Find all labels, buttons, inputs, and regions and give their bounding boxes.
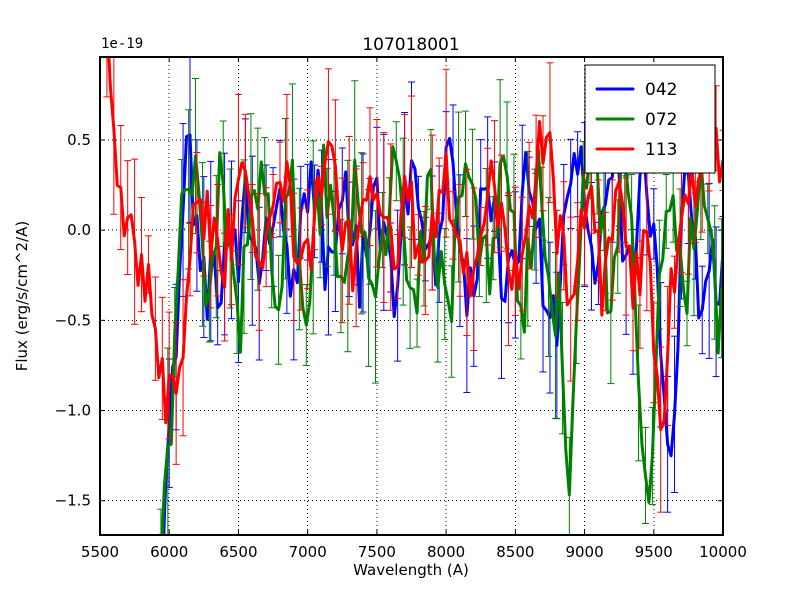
x-tick-label: 9000 xyxy=(565,543,603,561)
legend[interactable]: 042 072 113 xyxy=(584,64,716,174)
page-title: 107018001 xyxy=(362,35,459,55)
y-tick-label: −0.5 xyxy=(55,311,91,329)
legend-label-113[interactable]: 113 xyxy=(645,140,677,160)
x-tick-label: 10000 xyxy=(699,543,747,561)
x-axis-label: Wavelength (A) xyxy=(353,561,469,579)
x-tick-label: 5500 xyxy=(81,543,119,561)
legend-label-072[interactable]: 072 xyxy=(645,110,677,130)
x-tick-label: 7500 xyxy=(358,543,396,561)
legend-label-042[interactable]: 042 xyxy=(645,80,677,100)
x-tick-label: 8500 xyxy=(496,543,534,561)
y-tick-label: 0.5 xyxy=(67,131,91,149)
y-axis-label: Flux (erg/s/cm^2/A) xyxy=(13,221,31,372)
x-tick-label: 7000 xyxy=(289,543,327,561)
data-series-layer xyxy=(103,57,723,535)
tick-labels: 5500 6000 6500 7000 7500 8000 8500 9000 9500 1000… xyxy=(55,131,747,561)
y-tick-label: −1.5 xyxy=(55,492,91,510)
x-tick-label: 9500 xyxy=(635,543,673,561)
trace-072 xyxy=(160,143,723,535)
x-tick-label: 8000 xyxy=(427,543,465,561)
x-tick-label: 6000 xyxy=(150,543,188,561)
y-tick-label: −1.0 xyxy=(55,402,91,420)
plot-frame xyxy=(99,56,724,536)
trace-113 xyxy=(107,57,723,432)
y-tick-label: 0.0 xyxy=(67,221,91,239)
y-axis-offset-label: 1e-19 xyxy=(101,36,143,52)
x-tick-label: 6500 xyxy=(219,543,257,561)
